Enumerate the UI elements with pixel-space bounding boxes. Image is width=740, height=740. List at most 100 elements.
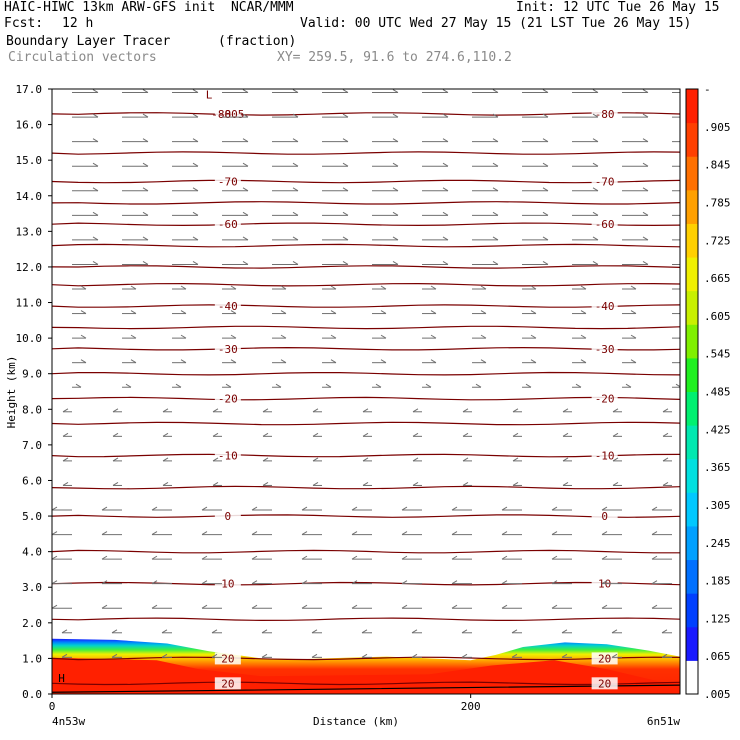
colorbar-label: .125: [704, 612, 731, 625]
colorbar-swatch: [686, 391, 698, 426]
vector-arrowhead: [330, 359, 337, 364]
isotherm-label: -80: [595, 108, 615, 121]
vector-arrowhead: [411, 653, 418, 658]
isotherm: [52, 243, 680, 248]
vector-arrowhead: [501, 580, 508, 585]
vector-arrowhead: [311, 653, 318, 658]
isotherm-label-bg: [591, 510, 618, 523]
vector-arrowhead: [601, 506, 608, 511]
vector-arrowhead: [681, 286, 686, 289]
vector-arrowhead: [280, 359, 287, 364]
vector-arrowhead: [401, 506, 408, 511]
isotherm-label: -20: [595, 393, 615, 406]
vector-arrowhead: [180, 334, 187, 339]
init-time: Init: 12 UTC Tue 26 May 15: [516, 0, 720, 15]
vector-arrowhead: [461, 629, 468, 634]
isotherm-label: -30: [218, 343, 238, 356]
vector-arrowhead: [392, 211, 399, 216]
high-marker: H: [58, 672, 65, 685]
isotherm-label-bg: [591, 342, 618, 355]
vector-arrowhead: [342, 138, 349, 143]
vector-arrowhead: [151, 506, 158, 511]
isotherm: [52, 681, 680, 686]
vector-arrowhead: [130, 310, 137, 314]
isotherm-label: -70: [218, 176, 238, 189]
vector-arrowhead: [161, 653, 168, 658]
vector-arrowhead: [625, 383, 632, 388]
vector-arrowhead: [92, 89, 99, 93]
colorbar-swatch: [686, 89, 698, 124]
vector-arrowhead: [642, 236, 649, 241]
isotherm: [52, 325, 680, 330]
vector-arrowhead: [251, 531, 258, 535]
isotherm-label-bg: [214, 510, 241, 523]
colorbar-swatch: [686, 492, 698, 527]
y-tick-label: 2.0: [22, 617, 42, 630]
vector-arrowhead: [562, 482, 569, 486]
vector-arrowhead: [575, 383, 582, 388]
vector-arrowhead: [130, 334, 137, 339]
vector-arrowhead: [580, 310, 587, 314]
isotherm-label: -10: [218, 450, 238, 463]
vector-arrowhead: [342, 211, 349, 216]
vector-arrowhead: [401, 604, 408, 609]
vector-arrowhead: [301, 604, 308, 609]
vector-arrowhead: [412, 457, 419, 462]
isotherm-label-bg: [591, 107, 618, 120]
vector-arrowhead: [430, 310, 437, 314]
vector-arrowhead: [330, 334, 337, 339]
vector-arrowhead: [112, 408, 119, 413]
vector-arrowhead: [301, 580, 308, 585]
vector-arrowhead: [125, 383, 132, 388]
vector-arrowhead: [292, 236, 299, 241]
vector-arrowhead: [442, 138, 449, 143]
vector-arrowhead: [592, 211, 599, 216]
vector-arrowhead: [442, 236, 449, 241]
vector-arrowhead: [681, 311, 686, 314]
vector-arrowhead: [601, 555, 608, 560]
vector-arrowhead: [92, 187, 99, 192]
vector-arrowhead: [380, 285, 387, 290]
vector-arrowhead: [312, 408, 319, 413]
colorbar-label: .545: [704, 348, 731, 361]
vector-arrowhead: [301, 506, 308, 511]
y-tick-label: 14.0: [16, 190, 43, 203]
y-tick-label: 15.0: [16, 154, 43, 167]
vector-arrowhead: [61, 653, 68, 658]
vector-arrowhead: [442, 211, 449, 216]
vector-arrowhead: [75, 383, 82, 388]
vector-arrowhead: [192, 113, 199, 118]
vector-arrowhead: [212, 432, 219, 437]
vector-arrowhead: [142, 113, 149, 118]
vector-arrowhead: [162, 432, 169, 437]
colorbar-label: .485: [704, 386, 731, 399]
vector-arrowhead: [111, 629, 118, 634]
isotherm-label-bg: [214, 218, 241, 231]
isotherm: [52, 201, 680, 205]
vector-arrowhead: [151, 604, 158, 609]
x-tick-label: 200: [461, 700, 481, 713]
colorbar-label: .245: [704, 537, 731, 550]
vector-arrowhead: [301, 555, 308, 560]
vector-arrowhead: [561, 629, 568, 634]
vector-arrowhead: [251, 604, 258, 609]
vector-arrowhead: [312, 457, 319, 462]
vector-arrowhead: [151, 531, 158, 535]
colorbar-frame: [685, 88, 699, 695]
vector-arrowhead: [242, 89, 249, 93]
vector-arrowhead: [562, 432, 569, 437]
y-tick-label: 8.0: [22, 403, 42, 416]
colorbar-swatch: [686, 525, 698, 561]
colorbar-swatch: [686, 357, 698, 392]
isotherm-label: -60: [595, 218, 615, 231]
isotherm: [52, 421, 680, 426]
colorbar-swatch: [686, 189, 698, 224]
y-tick-label: 10.0: [16, 332, 43, 345]
vector-arrowhead: [380, 359, 387, 364]
vector-arrowhead: [351, 604, 358, 609]
vector-arrowhead: [212, 482, 219, 486]
vector-arrowhead: [462, 482, 469, 486]
vector-arrowhead: [475, 383, 482, 388]
vector-arrowhead: [342, 261, 349, 265]
vector-arrowhead: [280, 285, 287, 290]
